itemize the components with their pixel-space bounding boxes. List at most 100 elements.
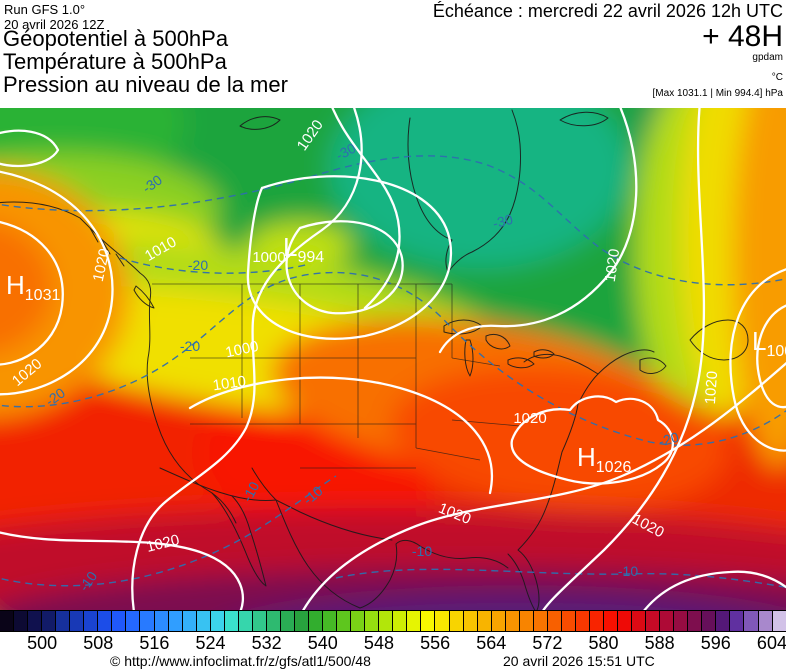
colorbar-cell xyxy=(69,611,84,631)
generation-time: 20 avril 2026 15:51 UTC xyxy=(503,653,655,669)
colorbar-cell xyxy=(448,611,463,631)
colorbar-cell xyxy=(167,611,182,631)
colorbar-tick-label: 508 xyxy=(83,633,114,653)
colorbar-cell xyxy=(420,611,435,631)
colorbar-cell xyxy=(251,611,266,631)
colorbar-cell xyxy=(209,611,224,631)
isobar-label: 1000 xyxy=(224,338,260,362)
run-date: 20 avril 2026 12Z xyxy=(4,17,105,32)
pressure-extremes: [Max 1031.1 | Min 994.4] hPa xyxy=(652,88,783,99)
forecast-lead-time: + 48H xyxy=(702,20,783,53)
colorbar-cell xyxy=(532,611,547,631)
colorbar-cell xyxy=(55,611,70,631)
colorbar-cell xyxy=(757,611,772,631)
colorbar-tick-label: 500 xyxy=(27,633,58,653)
colorbar-cell xyxy=(41,611,56,631)
colorbar-cell xyxy=(659,611,674,631)
colorbar-cell xyxy=(631,611,646,631)
colorbar-cell xyxy=(434,611,449,631)
colorbar-tick-label: 580 xyxy=(588,633,619,653)
colorbar-cell xyxy=(518,611,533,631)
map-title: Géopotentiel à 500hPa Température à 500h… xyxy=(3,27,288,96)
colorbar-cell xyxy=(701,611,716,631)
colorbar-cell xyxy=(336,611,351,631)
colorbar-cell xyxy=(406,611,421,631)
colorbar-tick-label: 564 xyxy=(476,633,507,653)
colorbar-cell xyxy=(476,611,491,631)
isotherm-label: -10 xyxy=(412,543,432,559)
colorbar-cell xyxy=(378,611,393,631)
title-temperature: Température à 500hPa xyxy=(3,49,227,74)
pressure-center-h1026: H1026 xyxy=(577,442,631,476)
title-pressure: Pression au niveau de la mer xyxy=(3,72,288,97)
colorbar-cell xyxy=(715,611,730,631)
pressure-center-l994: L994 xyxy=(283,232,324,266)
pressure-center-l100: L100 xyxy=(752,326,786,360)
colorbar-tick-label: 556 xyxy=(420,633,451,653)
colorbar-tick-label: 524 xyxy=(195,633,226,653)
isotherm-label: -20 xyxy=(188,257,208,273)
colorbar-cell xyxy=(588,611,604,631)
valid-time: Échéance : mercredi 22 avril 2026 12h UT… xyxy=(432,1,783,21)
colorbar-cell xyxy=(97,611,112,631)
copyright-url: © http://www.infoclimat.fr/z/gfs/atl1/50… xyxy=(110,653,371,669)
footer: © http://www.infoclimat.fr/z/gfs/atl1/50… xyxy=(0,651,786,672)
weather-map: 1020102010201020102010201020102010201010… xyxy=(0,108,786,610)
isobar-label: 1000 xyxy=(252,249,285,266)
colorbar-cell xyxy=(617,611,632,631)
colorbar-ticks: 500 508 516 524 532 540 548 556 564 572 580 588 596 6… xyxy=(0,633,786,653)
colorbar-tick-label: 596 xyxy=(700,633,731,653)
isotherm-label: -20 xyxy=(180,338,200,354)
colorbar-cell xyxy=(687,611,702,631)
colorbar-tick-label: 540 xyxy=(307,633,338,653)
colorbar-cell xyxy=(322,611,337,631)
colorbar-cell xyxy=(153,611,168,631)
colorbar-cell xyxy=(603,611,618,631)
colorbar-cell xyxy=(181,611,196,631)
unit-gpdam: gpdam xyxy=(752,52,783,63)
colorbar-cell xyxy=(364,611,379,631)
colorbar-cell xyxy=(293,611,309,631)
colorbar-cell xyxy=(673,611,688,631)
colorbar-cell xyxy=(504,611,519,631)
colorbar-cell xyxy=(27,611,42,631)
colorbar-tick-label: 516 xyxy=(139,633,170,653)
colorbar-tick-label: 548 xyxy=(363,633,394,653)
isobar-label: 1020 xyxy=(90,247,114,283)
run-model: Run GFS 1.0° xyxy=(4,2,86,17)
colorbar-cell xyxy=(223,611,238,631)
colorbar-cell xyxy=(279,611,294,631)
colorbar-cell xyxy=(111,611,126,631)
isobar-lines xyxy=(0,108,786,610)
colorbar-tick-label: 604 xyxy=(756,633,786,653)
pressure-center-h1031: H1031 xyxy=(6,270,60,304)
colorbar-cell xyxy=(308,611,323,631)
isotherm-label: -20 xyxy=(657,429,681,450)
isobar-label: 1020 xyxy=(702,370,721,404)
colorbar-tick-label: 588 xyxy=(644,633,675,653)
isotherm-label: -30 xyxy=(491,211,515,232)
colorbar-cell xyxy=(546,611,561,631)
isobar-label: 1020 xyxy=(602,248,623,283)
colorbar-cell xyxy=(237,611,252,631)
colorbar-cell xyxy=(771,611,786,631)
colorbar-tick-label: 572 xyxy=(532,633,563,653)
title-geopotential: Géopotentiel à 500hPa xyxy=(3,26,229,51)
colorbar-cell xyxy=(743,611,758,631)
colorbar-cell xyxy=(139,611,154,631)
colorbar xyxy=(0,610,786,632)
isobar-label: 1010 xyxy=(212,373,247,394)
colorbar-cell xyxy=(265,611,280,631)
colorbar-cell xyxy=(0,611,14,631)
colorbar-cell xyxy=(729,611,744,631)
colorbar-cell xyxy=(462,611,477,631)
colorbar-cell xyxy=(574,611,589,631)
colorbar-cell xyxy=(195,611,210,631)
colorbar-tick-label: 532 xyxy=(251,633,282,653)
colorbar-cell xyxy=(350,611,365,631)
colorbar-cell xyxy=(125,611,140,631)
isotherm-label: -10 xyxy=(618,563,638,579)
colorbar-cell xyxy=(560,611,575,631)
unit-celsius: °C xyxy=(771,72,783,83)
